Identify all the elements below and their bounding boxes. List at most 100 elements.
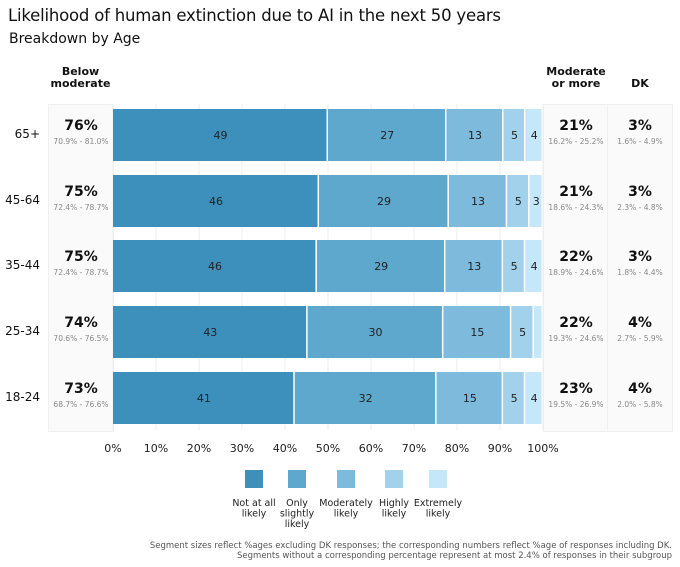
legend-label: Highly likely xyxy=(379,498,409,520)
stat-ci: 19.5% - 26.9% xyxy=(548,400,604,409)
bar-value-label: 29 xyxy=(374,260,388,273)
legend-label-line: likely xyxy=(285,519,310,530)
stat-value: 75% xyxy=(64,184,98,200)
x-tick-label: 90% xyxy=(488,442,512,455)
stat-value: 21% xyxy=(559,118,593,134)
bar-segment xyxy=(316,240,444,292)
x-tick-label: 100% xyxy=(527,442,558,455)
bar-value-label: 5 xyxy=(511,260,518,273)
stat-value: 76% xyxy=(64,118,98,134)
x-tick-label: 60% xyxy=(359,442,383,455)
bar-segment xyxy=(113,372,294,424)
legend-swatch xyxy=(385,470,403,488)
below-moderate-stat: 75% 72.4% - 78.7% xyxy=(48,184,114,212)
legend-label: Moderately likely xyxy=(319,498,373,520)
chart-title: Likelihood of human extinction due to AI… xyxy=(8,6,501,25)
header-dk-label: DK xyxy=(631,77,649,90)
row-label: 65+ xyxy=(14,127,40,141)
stat-ci: 68.7% - 76.6% xyxy=(53,400,109,409)
bar-segment xyxy=(307,306,442,358)
bar-value-label: 13 xyxy=(467,260,481,273)
legend-label-line: likely xyxy=(382,509,407,520)
header-below-moderate-line2: moderate xyxy=(50,77,111,90)
legend-label-line: slightly xyxy=(280,509,315,520)
dk-stat: 3% 1.8% - 4.4% xyxy=(607,249,673,277)
bar-value-label: 46 xyxy=(208,260,222,273)
bar-segment xyxy=(525,109,542,161)
bar-segment xyxy=(443,306,510,358)
row-label: 45-64 xyxy=(5,193,40,207)
bar-value-label: 5 xyxy=(515,195,522,208)
bar-value-label: 41 xyxy=(197,392,211,405)
bar-segment xyxy=(113,109,327,161)
bar-value-label: 32 xyxy=(359,392,373,405)
stat-value: 3% xyxy=(628,184,652,200)
bar-segment xyxy=(328,109,445,161)
legend-swatch xyxy=(245,470,263,488)
stat-value: 73% xyxy=(64,381,98,397)
x-tick-label: 20% xyxy=(187,442,211,455)
bar-segment xyxy=(511,306,533,358)
stat-value: 3% xyxy=(628,249,652,265)
header-below-moderate: Below moderate xyxy=(48,66,113,90)
bar-value-label: 5 xyxy=(511,129,518,142)
x-tick-label: 30% xyxy=(230,442,254,455)
bar-value-label: 27 xyxy=(380,129,394,142)
stat-value: 74% xyxy=(64,315,98,331)
stat-ci: 2.3% - 4.8% xyxy=(617,203,663,212)
bar-segment xyxy=(113,306,307,358)
below-moderate-stat: 74% 70.6% - 76.5% xyxy=(48,315,114,343)
x-tick-label: 0% xyxy=(104,442,121,455)
bar-value-label: 29 xyxy=(377,195,391,208)
bar-segment xyxy=(445,240,502,292)
bar-segment xyxy=(529,175,542,227)
moderate-or-more-stat: 21% 16.2% - 25.2% xyxy=(543,118,609,146)
stat-value: 21% xyxy=(559,184,593,200)
bar-segment xyxy=(503,240,524,292)
bar-segment xyxy=(503,372,524,424)
legend-label-line: Not at all xyxy=(232,498,275,509)
legend-label-line: likely xyxy=(242,509,267,520)
x-tick-label: 80% xyxy=(445,442,469,455)
bar-segment xyxy=(507,175,529,227)
bar-value-label: 49 xyxy=(214,129,228,142)
header-below-moderate-line1: Below xyxy=(61,65,100,78)
legend-label: Not at all likely xyxy=(232,498,275,520)
bar-segment xyxy=(525,372,542,424)
header-moderate-line2: or more xyxy=(551,77,601,90)
below-moderate-stat: 73% 68.7% - 76.6% xyxy=(48,381,114,409)
bar-value-label: 4 xyxy=(531,392,538,405)
stat-ci: 72.4% - 78.7% xyxy=(53,268,109,277)
bar-segment xyxy=(503,109,524,161)
below-moderate-panel xyxy=(48,104,114,432)
stat-ci: 19.3% - 24.6% xyxy=(548,334,604,343)
dk-stat: 4% 2.0% - 5.8% xyxy=(607,381,673,409)
stat-ci: 1.6% - 4.9% xyxy=(617,137,663,146)
x-tick-label: 10% xyxy=(144,442,168,455)
chart-subtitle: Breakdown by Age xyxy=(9,31,141,47)
x-tick-label: 40% xyxy=(273,442,297,455)
legend-label: Extremely likely xyxy=(414,498,463,520)
row-label: 35-44 xyxy=(5,258,40,272)
stat-ci: 18.6% - 24.3% xyxy=(548,203,604,212)
footnote-line2: Segments without a corresponding percent… xyxy=(237,551,672,561)
bar-value-label: 43 xyxy=(203,326,217,339)
stat-ci: 70.9% - 81.0% xyxy=(53,137,109,146)
bar-value-label: 4 xyxy=(531,260,538,273)
below-moderate-stat: 75% 72.4% - 78.7% xyxy=(48,249,114,277)
stat-ci: 1.8% - 4.4% xyxy=(617,268,663,277)
stat-ci: 70.6% - 76.5% xyxy=(53,334,109,343)
bar-segment xyxy=(113,175,318,227)
stat-ci: 2.0% - 5.8% xyxy=(617,400,663,409)
row-label: 25-34 xyxy=(5,324,40,338)
bar-value-label: 46 xyxy=(209,195,223,208)
bar-segment xyxy=(448,175,506,227)
stat-ci: 16.2% - 25.2% xyxy=(548,137,604,146)
bar-value-label: 5 xyxy=(519,326,526,339)
bar-segment xyxy=(533,306,542,358)
legend-label-line: Only xyxy=(286,498,308,509)
stat-ci: 18.9% - 24.6% xyxy=(548,268,604,277)
legend-swatch xyxy=(429,470,447,488)
stat-value: 22% xyxy=(559,315,593,331)
